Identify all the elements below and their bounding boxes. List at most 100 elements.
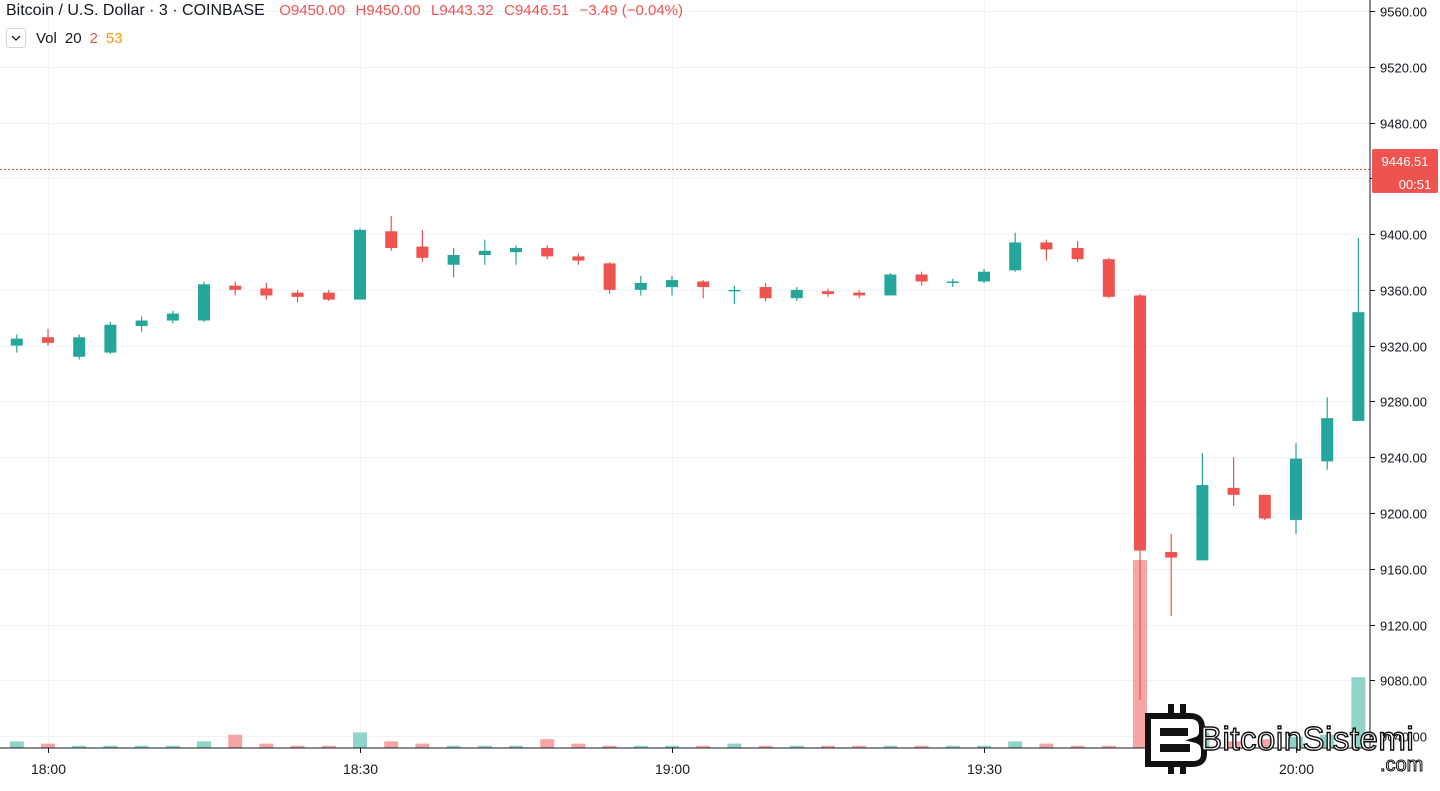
candle-body: [1352, 312, 1365, 421]
volume-bar: [1226, 741, 1241, 748]
candle-body: [73, 337, 86, 357]
volume-bar: [540, 739, 555, 748]
candle-body: [385, 231, 398, 249]
volume-bar: [134, 745, 149, 748]
candle-body: [416, 246, 429, 258]
candle-body: [572, 256, 585, 261]
candle-body: [728, 289, 741, 292]
volume-bar: [571, 743, 586, 748]
time-axis-background[interactable]: [0, 748, 1370, 786]
time-tick-label: 18:00: [31, 761, 66, 777]
symbol-title[interactable]: Bitcoin / U.S. Dollar · 3 · COINBASE: [6, 2, 265, 19]
collapse-legend-button[interactable]: [6, 28, 26, 48]
volume-bar: [1070, 745, 1085, 748]
candle-body: [1040, 242, 1053, 250]
volume-bar: [353, 732, 367, 748]
volume-bar: [1351, 677, 1366, 748]
price-tick-label: 9520.00: [1380, 61, 1427, 76]
volume-bar: [259, 743, 274, 748]
volume-bar: [290, 745, 305, 748]
volume-indicator-length: 20: [64, 29, 82, 47]
candle-body: [447, 254, 460, 265]
chevron-down-icon: [11, 35, 21, 41]
volume-bar: [1101, 745, 1116, 748]
candle-body: [1196, 485, 1209, 561]
price-axis-background[interactable]: [1370, 0, 1440, 748]
volume-bar: [758, 745, 773, 748]
price-tick-label: 9480.00: [1380, 117, 1427, 132]
current-price-label: 9446.51: [1382, 154, 1429, 169]
candle-body: [853, 292, 866, 296]
candle-body: [1227, 487, 1240, 495]
watermark-suffix: .com: [1379, 754, 1424, 777]
price-tick-label: 9560.00: [1380, 5, 1427, 20]
candle-body: [1321, 418, 1334, 462]
candle-body: [603, 263, 616, 290]
candle-body: [10, 338, 23, 346]
candle-body: [135, 320, 148, 327]
price-tick-label: 9240.00: [1380, 451, 1427, 466]
time-axis: 18:0018:3019:0019:3020:0020:3021:0021:30…: [31, 748, 1314, 777]
volume-bar: [41, 743, 55, 748]
time-tick-label: 18:30: [343, 761, 378, 777]
volume-bar: [852, 745, 867, 748]
candle-body: [666, 280, 678, 288]
volume-bar: [945, 745, 960, 748]
candle-body: [1165, 551, 1178, 558]
candle-body: [291, 292, 304, 297]
volume-bar: [509, 745, 523, 748]
candle-body: [884, 274, 897, 296]
chart-grid: [0, 0, 1370, 748]
candle-body: [104, 324, 117, 353]
time-tick-label: 19:30: [967, 761, 1002, 777]
price-tick-label: 9280.00: [1380, 395, 1427, 410]
volume-bar: [165, 745, 180, 748]
volume-bar: [384, 741, 399, 748]
price-tick-label: 9320.00: [1380, 340, 1427, 355]
candle-body: [541, 248, 554, 257]
candle-body: [354, 229, 366, 300]
volume-bar: [1039, 743, 1054, 748]
volume-bar: [103, 745, 118, 748]
volume-bar: [1257, 739, 1272, 748]
volume-bar: [602, 745, 617, 748]
candle-body: [1102, 259, 1115, 297]
volume-ma-value: 53: [105, 29, 123, 47]
legend-low: L9443.32: [431, 2, 494, 19]
time-tick-label: 20:00: [1279, 761, 1314, 777]
legend-close: C9446.51: [504, 2, 570, 19]
volume-bar: [633, 745, 648, 748]
legend-change: −3.49 (−0.04%): [579, 2, 683, 19]
price-tick-label: 9200.00: [1380, 507, 1427, 522]
time-tick-label: 19:00: [655, 761, 690, 777]
candle-body: [478, 250, 491, 255]
volume-bar: [1289, 736, 1303, 748]
volume-value: 2: [89, 29, 98, 47]
volume-bar: [914, 745, 929, 748]
volume-bar: [883, 745, 898, 748]
volume-indicator-name[interactable]: Vol: [36, 29, 57, 47]
legend-high: H9450.00: [355, 2, 421, 19]
candles: [10, 151, 1427, 700]
candle-body: [260, 288, 273, 296]
volume-indicator-legend: Vol 20 2 53: [6, 28, 131, 48]
candle-body: [634, 282, 647, 290]
candle-body: [759, 287, 772, 299]
current-price-tag: [1372, 149, 1438, 193]
volume-bar: [197, 741, 211, 748]
candle-body: [510, 248, 522, 253]
candle-body: [946, 281, 959, 283]
volume-bar: [72, 745, 87, 748]
chart-legend: Bitcoin / U.S. Dollar · 3 · COINBASE O94…: [6, 2, 689, 20]
volume-bar: [321, 745, 336, 748]
candle-body: [790, 289, 803, 299]
price-tick-label: 9120.00: [1380, 619, 1427, 634]
candle-body: [198, 284, 210, 321]
volume-bar: [1320, 734, 1335, 748]
candle-body: [166, 313, 179, 321]
candle-body: [322, 292, 335, 300]
bar-countdown: 00:51: [1399, 177, 1432, 192]
price-tick-label: 9080.00: [1380, 674, 1427, 689]
volume-bar: [977, 745, 991, 748]
